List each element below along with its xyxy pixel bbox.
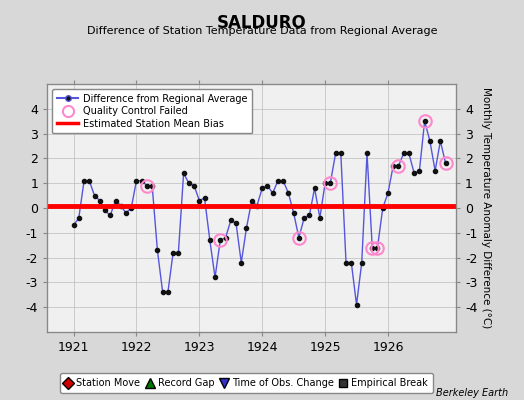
Text: Difference of Station Temperature Data from Regional Average: Difference of Station Temperature Data f… <box>87 26 437 36</box>
Legend: Station Move, Record Gap, Time of Obs. Change, Empirical Break: Station Move, Record Gap, Time of Obs. C… <box>60 374 433 393</box>
Text: Berkeley Earth: Berkeley Earth <box>436 388 508 398</box>
Text: SALDURO: SALDURO <box>217 14 307 32</box>
Legend: Difference from Regional Average, Quality Control Failed, Estimated Station Mean: Difference from Regional Average, Qualit… <box>52 89 253 134</box>
Y-axis label: Monthly Temperature Anomaly Difference (°C): Monthly Temperature Anomaly Difference (… <box>482 87 492 329</box>
